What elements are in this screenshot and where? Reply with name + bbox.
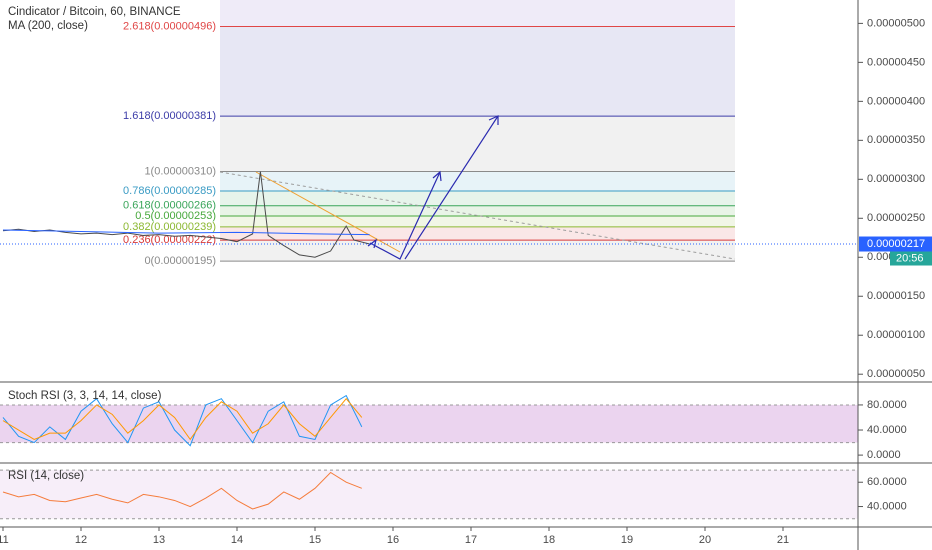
stoch-line (2, 397, 363, 441)
rsi-band (0, 470, 858, 519)
y-tick-label: 0.00000400 (867, 95, 925, 107)
fib-zone (220, 116, 735, 172)
fib-zone (220, 26, 735, 117)
price-line (2, 229, 370, 236)
countdown: 20:56 (896, 252, 924, 264)
arrows (367, 115, 499, 260)
countdown-box (890, 251, 932, 266)
stoch-line (2, 394, 363, 447)
fib-zone (220, 205, 735, 216)
y-tick-label: 0.00000150 (867, 290, 925, 302)
y-tick-label: 0.00000250 (867, 212, 925, 224)
fib-zone (220, 191, 735, 206)
fib-label: 1.618(0.00000381) (123, 110, 216, 122)
price-line (2, 171, 370, 258)
y-tick-label: 40.0000 (867, 500, 907, 512)
last-price-label: 0.00000217 (867, 238, 925, 250)
fib-label: 0(0.00000195) (144, 255, 216, 267)
y-tick-label: 60.0000 (867, 476, 907, 488)
fib-zone (220, 240, 735, 262)
chart-title: Cindicator / Bitcoin, 60, BINANCE (8, 6, 181, 18)
x-tick-label: 11 (0, 534, 9, 546)
y-tick-label: 0.00000100 (867, 329, 925, 341)
x-tick-label: 12 (75, 534, 87, 546)
x-tick-label: 16 (387, 534, 399, 546)
fib-label: 1(0.00000310) (144, 165, 216, 177)
last-price-box (859, 236, 932, 252)
y-tick-label: 0.00000350 (867, 134, 925, 146)
rsi-title: RSI (14, close) (8, 470, 84, 482)
y-tick-label: 0.00000300 (867, 173, 925, 185)
rsi-line (2, 471, 362, 510)
fib-label: 0.786(0.00000285) (123, 185, 216, 197)
x-tick-label: 18 (543, 534, 555, 546)
x-tick-label: 19 (621, 534, 633, 546)
x-tick-label: 15 (309, 534, 321, 546)
y-tick-label: 0.0000 (867, 449, 901, 461)
fib-label: 0.382(0.00000239) (123, 221, 216, 233)
stoch-band (0, 404, 858, 443)
fib-zone (220, 215, 735, 227)
y-tick-label: 0.00000450 (867, 56, 925, 68)
x-tick-label: 14 (231, 534, 243, 546)
y-tick-label: 0.00000050 (867, 368, 925, 380)
x-tick-label: 21 (777, 534, 789, 546)
fib-label: 2.618(0.00000496) (123, 20, 216, 32)
indicator-label: MA (200, close) (8, 20, 88, 32)
fib-label: 0.5(0.00000253) (135, 210, 216, 222)
fib-label: 0.236(0.00000222) (123, 234, 216, 246)
stoch-title: Stoch RSI (3, 3, 14, 14, close) (8, 390, 162, 402)
fib-label: 0.618(0.00000266) (123, 200, 216, 212)
y-tick-label: 0.00000500 (867, 17, 925, 29)
y-tick-label: 80.0000 (867, 399, 907, 411)
x-tick-label: 17 (465, 534, 477, 546)
trend-line (255, 171, 401, 253)
fib-zone (220, 171, 735, 191)
x-tick-label: 13 (153, 534, 165, 546)
x-tick-label: 20 (699, 534, 711, 546)
fib-top-zone (220, 0, 735, 27)
y-tick-label: 40.0000 (867, 424, 907, 436)
